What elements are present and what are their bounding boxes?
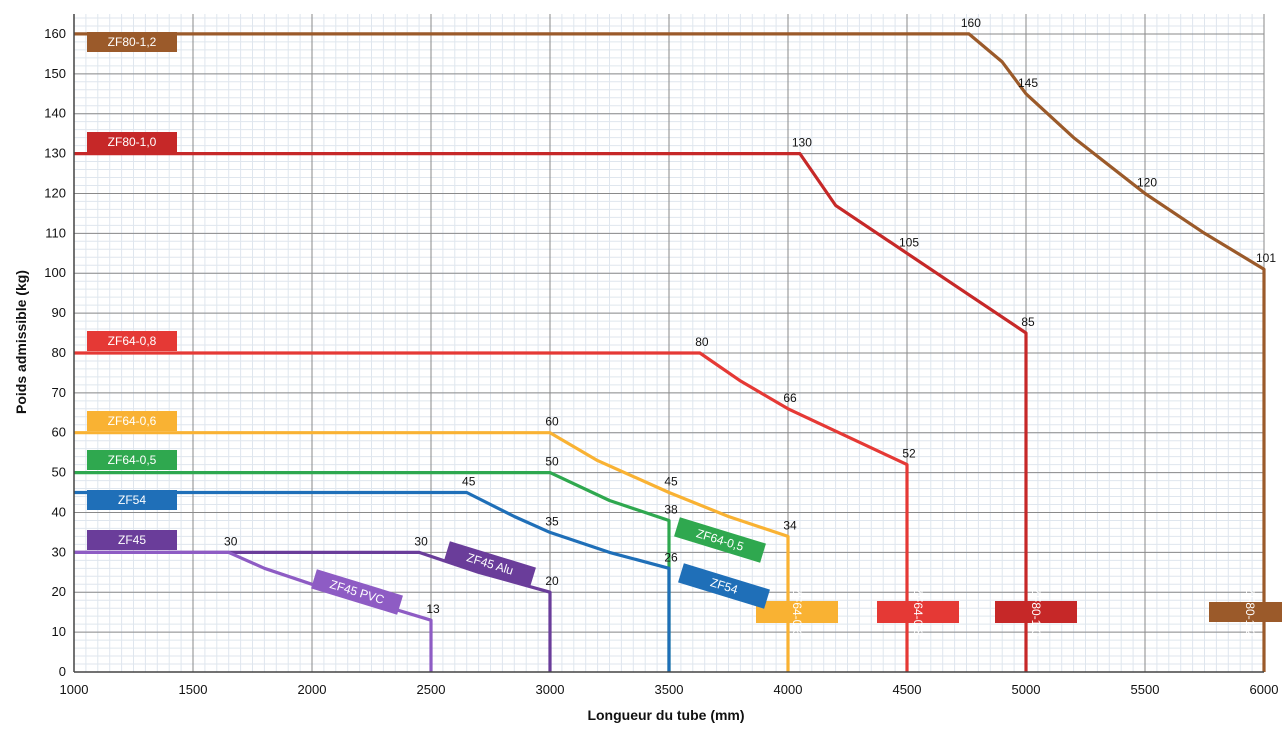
series-tag-zf54: ZF54	[678, 563, 770, 609]
series-tag-zf64-0-6: ZF64-0,6	[756, 588, 838, 637]
y-tick-label: 10	[52, 624, 66, 639]
series-tag-zf64-0-6-text: ZF64-0,6	[108, 414, 157, 428]
y-tick-label: 0	[59, 664, 66, 679]
series-tag-zf54-text: ZF54	[118, 493, 146, 507]
series-tag-zf64-0-5: ZF64-0,5	[87, 450, 177, 470]
data-label-zf80-1-2: 145	[1018, 76, 1038, 90]
series-tag-zf64-0-8-text: ZF64-0,8	[108, 334, 157, 348]
series-tag-zf54-bg	[678, 563, 770, 609]
y-tick-label: 50	[52, 465, 66, 480]
data-label-zf54: 35	[545, 514, 559, 528]
data-label-zf45-alu: 30	[414, 534, 428, 548]
series-tag-zf64-0-6: ZF64-0,6	[87, 411, 177, 431]
y-tick-label: 130	[44, 146, 66, 161]
x-tick-label: 5000	[1012, 682, 1041, 697]
series-tag-zf64-0-8-text: ZF64-0,8	[911, 588, 925, 637]
y-tick-label: 140	[44, 106, 66, 121]
data-label-zf80-1-2: 120	[1137, 175, 1157, 189]
series-tag-zf80-1-0-text: ZF80-1,0	[1029, 588, 1043, 637]
x-tick-label: 6000	[1250, 682, 1279, 697]
series-tag-zf64-0-6-bg	[756, 601, 838, 623]
y-tick-label: 40	[52, 504, 66, 519]
series-line-zf64-0-8	[74, 351, 909, 672]
series-tag-zf80-1-2: ZF80-1,2	[1209, 588, 1282, 637]
series-tag-zf80-1-2: ZF80-1,2	[87, 32, 177, 52]
y-tick-label: 80	[52, 345, 66, 360]
data-label-zf80-1-0: 105	[899, 235, 919, 249]
x-tick-label: 2500	[417, 682, 446, 697]
series-line-zf45-alu	[74, 550, 552, 672]
y-tick-label: 90	[52, 305, 66, 320]
x-tick-label: 3500	[655, 682, 684, 697]
series-tag-zf64-0-6-bg	[87, 411, 177, 431]
x-tick-label: 3000	[536, 682, 565, 697]
y-tick-label: 60	[52, 425, 66, 440]
series-tag-zf64-0-5-bg	[87, 450, 177, 470]
data-label-zf64-0-5: 50	[545, 455, 559, 469]
series-tag-zf64-0-8: ZF64-0,8	[87, 331, 177, 351]
series-tag-zf80-1-2-text: ZF80-1,2	[1243, 588, 1257, 637]
series-tag-zf45-pvc-bg	[311, 569, 403, 615]
x-tick-label: 1000	[60, 682, 89, 697]
series-line-zf80-1-0	[74, 152, 1028, 672]
series-tag-zf80-1-0: ZF80-1,0	[995, 588, 1077, 637]
data-label-zf80-1-2: 101	[1256, 251, 1276, 265]
y-tick-label: 160	[44, 26, 66, 41]
series-tag-zf45-alu-bg	[87, 530, 177, 550]
y-tick-label: 30	[52, 544, 66, 559]
series-tag-zf64-0-5-text: ZF64-0,5	[108, 453, 157, 467]
series-tag-zf80-1-2-bg	[87, 32, 177, 52]
y-tick-label: 120	[44, 185, 66, 200]
series-tag-zf45-alu-bg	[444, 541, 536, 587]
series-tag-zf45-alu: ZF45	[87, 530, 177, 550]
data-label-zf64-0-8: 80	[695, 335, 709, 349]
x-tick-label: 5500	[1131, 682, 1160, 697]
data-label-zf80-1-0: 85	[1021, 315, 1035, 329]
series-tag-zf54-bg	[87, 490, 177, 510]
data-label-zf64-0-6: 45	[664, 475, 678, 489]
x-tick-label: 4500	[893, 682, 922, 697]
y-tick-label: 110	[45, 225, 66, 240]
y-tick-label: 100	[44, 265, 66, 280]
data-label-zf80-1-2: 160	[961, 16, 981, 30]
x-axis-title: Longueur du tube (mm)	[587, 707, 744, 723]
data-label-zf45-alu: 20	[545, 574, 559, 588]
series-tag-zf80-1-0-text: ZF80-1,0	[108, 135, 157, 149]
series-tag-zf80-1-0-bg	[995, 601, 1077, 623]
data-label-zf54: 26	[664, 550, 678, 564]
data-label-zf64-0-6: 60	[545, 415, 559, 429]
y-tick-label: 150	[44, 66, 66, 81]
x-tick-label: 2000	[298, 682, 327, 697]
series-line-zf80-1-2	[74, 32, 1266, 672]
data-label-zf54: 45	[462, 475, 476, 489]
series-tag-zf80-1-2-text: ZF80-1,2	[108, 35, 157, 49]
data-label-zf64-0-8: 66	[783, 391, 797, 405]
series-tag-zf64-0-8-bg	[87, 331, 177, 351]
data-label-zf64-0-6: 34	[783, 518, 797, 532]
series-tag-zf64-0-6-text: ZF64-0,6	[790, 588, 804, 637]
series-line-zf64-0-6	[74, 431, 790, 672]
y-tick-label: 20	[52, 584, 66, 599]
data-label-zf80-1-0: 130	[792, 136, 812, 150]
x-tick-label: 4000	[774, 682, 803, 697]
data-label-zf45-pvc: 13	[426, 602, 440, 616]
series-tag-zf64-0-8: ZF64-0,8	[877, 588, 959, 637]
series-tag-zf80-1-0: ZF80-1,0	[87, 132, 177, 152]
y-axis-title: Poids admissible (kg)	[13, 270, 29, 414]
series-tag-zf80-1-2-bg	[1209, 602, 1282, 622]
series-line-zf45-pvc	[74, 550, 433, 672]
series-tag-zf54: ZF54	[87, 490, 177, 510]
data-label-zf45-pvc: 30	[224, 534, 238, 548]
series-tag-zf80-1-0-bg	[87, 132, 177, 152]
series-tag-zf64-0-8-bg	[877, 601, 959, 623]
data-label-zf64-0-8: 52	[902, 447, 916, 461]
y-tick-label: 70	[52, 385, 66, 400]
series-tag-zf64-0-5-bg	[674, 517, 766, 563]
x-tick-label: 1500	[179, 682, 208, 697]
data-label-zf64-0-5: 38	[664, 502, 678, 516]
series-line-zf54	[74, 490, 671, 672]
series-tag-zf45-alu-text: ZF45	[118, 533, 146, 547]
